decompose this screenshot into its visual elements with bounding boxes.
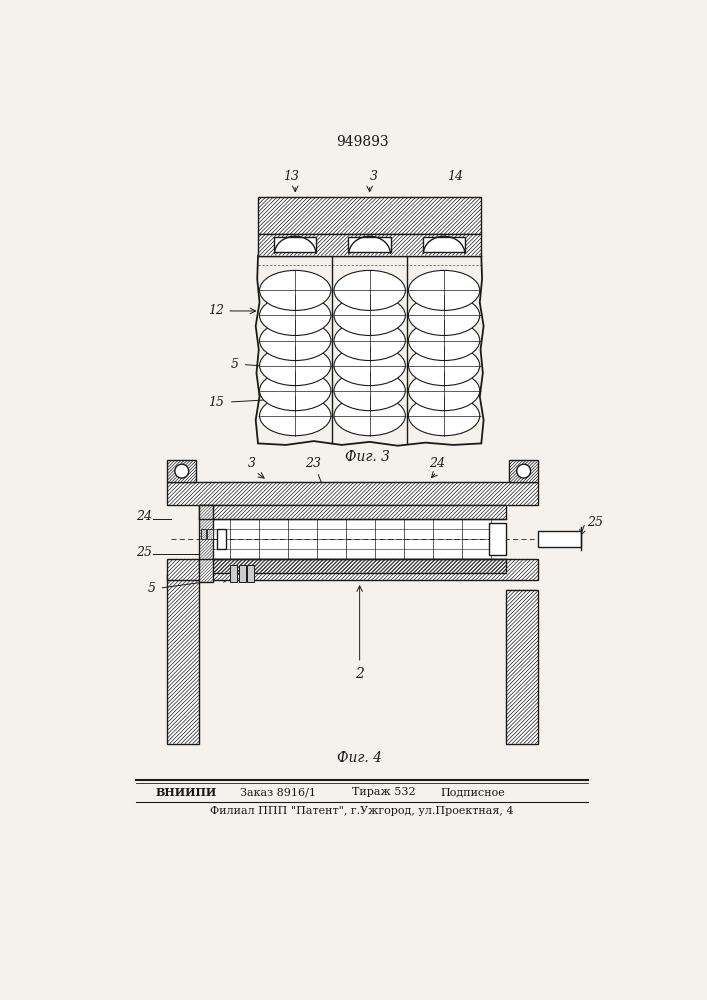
Circle shape xyxy=(175,464,189,478)
Ellipse shape xyxy=(334,371,405,411)
Ellipse shape xyxy=(334,320,405,361)
Text: Фиг. 3: Фиг. 3 xyxy=(345,450,390,464)
Bar xyxy=(217,529,226,549)
Ellipse shape xyxy=(409,396,480,436)
Ellipse shape xyxy=(334,295,405,335)
Text: 25: 25 xyxy=(587,516,603,529)
Ellipse shape xyxy=(259,295,331,335)
Text: Филиал ППП "Патент", г.Ужгород, ул.Проектная, 4: Филиал ППП "Патент", г.Ужгород, ул.Проек… xyxy=(210,806,514,816)
Bar xyxy=(489,523,506,555)
Text: 23: 23 xyxy=(305,457,322,470)
Bar xyxy=(199,505,214,582)
Ellipse shape xyxy=(334,396,405,436)
Ellipse shape xyxy=(334,270,405,310)
Ellipse shape xyxy=(259,270,331,310)
Text: 24: 24 xyxy=(428,457,445,470)
Bar xyxy=(247,565,254,582)
Bar xyxy=(239,565,246,582)
Bar xyxy=(506,590,538,744)
Circle shape xyxy=(517,464,530,478)
Text: Подписное: Подписное xyxy=(440,787,506,797)
Ellipse shape xyxy=(409,270,480,310)
Text: ВНИИПИ: ВНИИПИ xyxy=(156,787,217,798)
Bar xyxy=(199,505,506,519)
Text: Тираж 532: Тираж 532 xyxy=(352,787,416,797)
Bar xyxy=(538,531,580,547)
Bar xyxy=(274,237,317,252)
Text: 12: 12 xyxy=(208,304,223,317)
Bar xyxy=(258,234,481,256)
Text: 25: 25 xyxy=(136,546,152,559)
Bar xyxy=(207,529,213,539)
Bar xyxy=(167,482,538,505)
Text: Фиг. 4: Фиг. 4 xyxy=(337,751,382,765)
Ellipse shape xyxy=(409,371,480,411)
Text: 15: 15 xyxy=(208,396,223,409)
Bar xyxy=(199,519,506,559)
Ellipse shape xyxy=(409,320,480,361)
Text: 3: 3 xyxy=(248,457,256,470)
Bar xyxy=(199,559,506,573)
Bar xyxy=(167,559,538,580)
Ellipse shape xyxy=(334,346,405,386)
Text: 2: 2 xyxy=(355,667,364,681)
Text: Заказ 8916/1: Заказ 8916/1 xyxy=(240,787,316,797)
Bar xyxy=(349,237,391,252)
Text: 24: 24 xyxy=(136,510,152,523)
Text: 14: 14 xyxy=(448,170,463,183)
Text: 949893: 949893 xyxy=(336,135,388,149)
Bar xyxy=(258,197,481,234)
Bar xyxy=(509,460,538,482)
Ellipse shape xyxy=(259,371,331,411)
Bar xyxy=(201,529,206,539)
Ellipse shape xyxy=(259,320,331,361)
Bar xyxy=(167,574,199,744)
Bar xyxy=(423,237,465,252)
Bar xyxy=(167,460,197,482)
Text: 3: 3 xyxy=(369,170,378,183)
Ellipse shape xyxy=(409,346,480,386)
Ellipse shape xyxy=(259,396,331,436)
Ellipse shape xyxy=(409,295,480,335)
Text: 5: 5 xyxy=(231,358,239,371)
Text: 5: 5 xyxy=(148,582,156,595)
Ellipse shape xyxy=(259,346,331,386)
Bar xyxy=(230,565,238,582)
Text: 13: 13 xyxy=(284,170,300,183)
